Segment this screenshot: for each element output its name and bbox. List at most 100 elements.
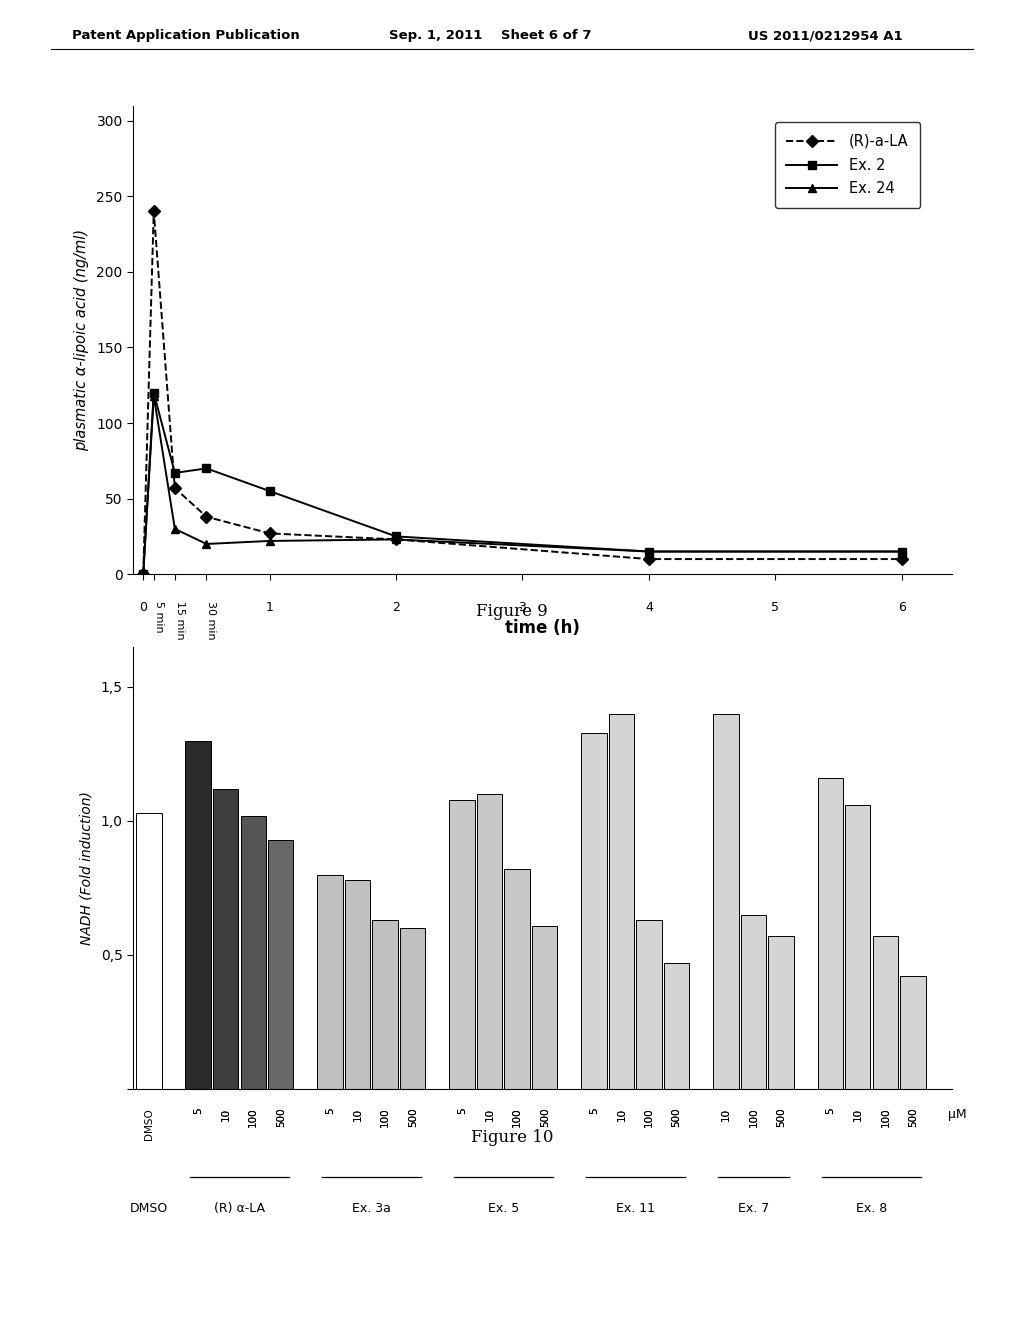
(R)-a-LA [201,508,213,524]
Text: 5: 5 [589,1107,599,1114]
Text: 500: 500 [408,1107,418,1127]
Bar [136,813,162,1089]
Text: 5: 5 [589,1107,599,1114]
(R)-a-LA [263,525,275,541]
(R)-a-LA [137,566,150,582]
Text: 5: 5 [825,1107,836,1114]
Legend: (R)-a-LA, Ex. 2, Ex. 24: (R)-a-LA, Ex. 2, Ex. 24 [775,123,921,209]
Bar [636,920,662,1089]
Text: 10: 10 [352,1107,362,1121]
Bar [185,741,211,1089]
Text: 10: 10 [221,1107,230,1121]
Text: 10: 10 [721,1107,731,1121]
Text: 10: 10 [853,1107,863,1121]
Text: 5: 5 [457,1107,467,1114]
Text: 5 min: 5 min [154,602,164,634]
Text: Patent Application Publication: Patent Application Publication [72,29,299,42]
Bar [740,915,766,1089]
Ex. 24 [147,388,160,404]
Text: 100: 100 [749,1107,759,1127]
Text: 500: 500 [908,1107,918,1127]
Text: 10: 10 [484,1107,495,1121]
Text: 10: 10 [616,1107,627,1121]
Ex. 24 [643,544,655,560]
Text: 5: 5 [825,1107,836,1114]
Text: 100: 100 [380,1107,390,1127]
Bar [872,936,898,1089]
(R)-a-LA [896,552,908,568]
Text: 0: 0 [139,602,147,614]
Ex. 24 [169,521,181,537]
Bar [213,789,239,1089]
Text: 500: 500 [275,1107,286,1127]
Text: Figure 9: Figure 9 [476,603,548,620]
Text: 100: 100 [248,1107,258,1127]
Bar [664,964,689,1089]
Ex. 2 [147,385,160,401]
Text: Ex. 5: Ex. 5 [487,1201,519,1214]
Text: 10: 10 [721,1107,731,1121]
Ex. 24 [137,566,150,582]
Text: 5: 5 [325,1107,335,1114]
Bar [505,870,529,1089]
Text: 100: 100 [248,1107,258,1127]
Text: 10: 10 [221,1107,230,1121]
Ex. 2 [896,544,908,560]
Text: 100: 100 [512,1107,522,1127]
Text: US 2011/0212954 A1: US 2011/0212954 A1 [748,29,902,42]
Text: 10: 10 [484,1107,495,1121]
Text: 10: 10 [616,1107,627,1121]
Text: 500: 500 [672,1107,682,1127]
Text: Ex. 3a: Ex. 3a [352,1201,391,1214]
(R)-a-LA [390,532,402,548]
Text: 500: 500 [540,1107,550,1127]
Y-axis label: plasmatic α-lipoic acid (ng/ml): plasmatic α-lipoic acid (ng/ml) [75,228,89,451]
Text: 500: 500 [776,1107,786,1127]
Text: Ex. 8: Ex. 8 [856,1201,887,1214]
Text: 5: 5 [194,1107,203,1114]
Line: Ex. 2: Ex. 2 [139,388,906,578]
(R)-a-LA [169,480,181,496]
Text: Sep. 1, 2011    Sheet 6 of 7: Sep. 1, 2011 Sheet 6 of 7 [389,29,592,42]
Text: 6: 6 [898,602,905,614]
Text: 100: 100 [380,1107,390,1127]
Bar [609,714,634,1089]
Ex. 2 [137,566,150,582]
Ex. 24 [390,532,402,548]
Ex. 24 [263,533,275,549]
Text: 100: 100 [644,1107,654,1127]
Text: 10: 10 [853,1107,863,1121]
X-axis label: time (h): time (h) [505,619,581,636]
Text: Figure 10: Figure 10 [471,1129,553,1146]
Text: 500: 500 [672,1107,682,1127]
Text: DMSO: DMSO [130,1201,168,1214]
Text: 5: 5 [194,1107,203,1114]
Line: (R)-a-LA: (R)-a-LA [139,207,906,578]
Ex. 2 [390,528,402,544]
Ex. 2 [263,483,275,499]
Bar [345,880,371,1089]
Bar [900,977,926,1089]
Ex. 24 [896,544,908,560]
Y-axis label: NADH (Fold induction): NADH (Fold induction) [80,791,94,945]
Text: 100: 100 [881,1107,890,1127]
Text: 15 min: 15 min [175,602,185,640]
Bar [768,936,794,1089]
Bar [268,840,294,1089]
Bar [532,925,557,1089]
Ex. 2 [201,461,213,477]
Bar [582,733,606,1089]
(R)-a-LA [147,203,160,219]
Text: 5: 5 [325,1107,335,1114]
Text: μM: μM [948,1107,967,1121]
Bar [817,777,843,1089]
Text: 500: 500 [908,1107,918,1127]
Bar [845,805,870,1089]
Text: 2: 2 [392,602,400,614]
Bar [477,795,502,1089]
Text: 100: 100 [644,1107,654,1127]
Text: 5: 5 [771,602,779,614]
Bar [317,875,343,1089]
Text: 4: 4 [645,602,653,614]
Text: 500: 500 [540,1107,550,1127]
